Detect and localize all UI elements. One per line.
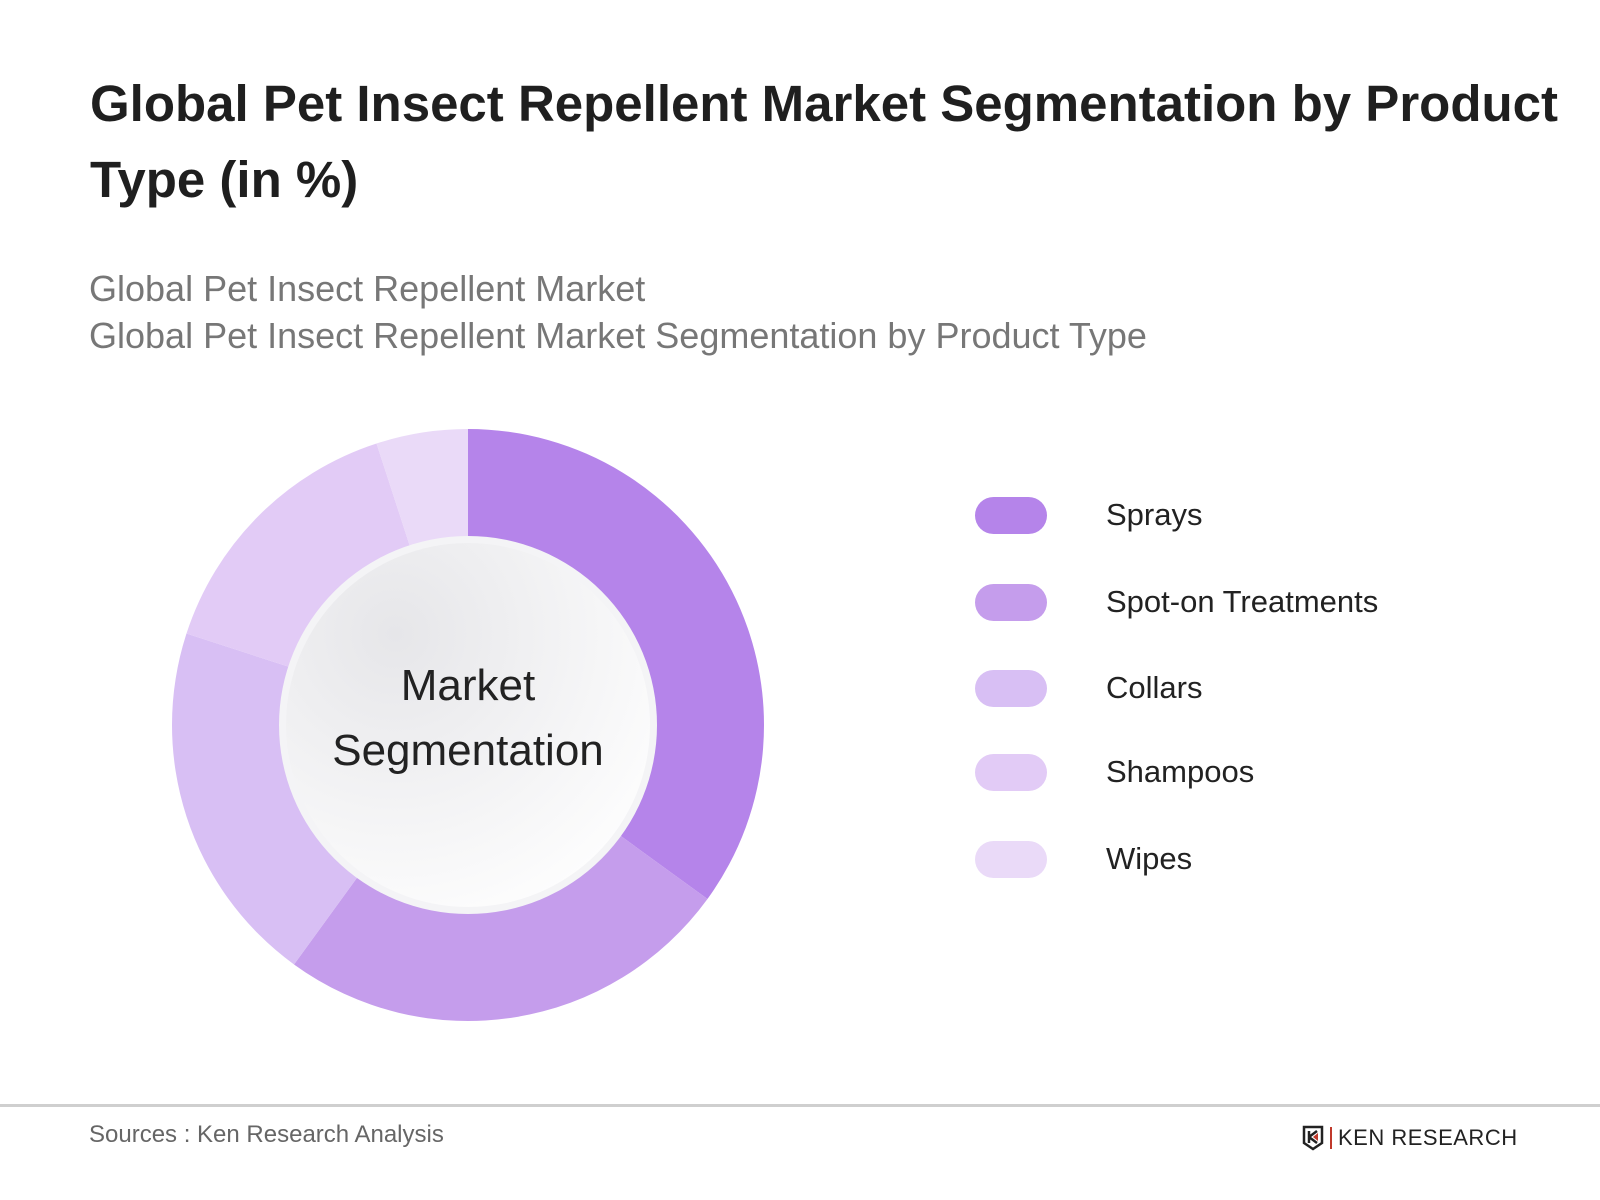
legend-label: Wipes (1106, 841, 1193, 876)
legend-swatch (975, 753, 1047, 791)
legend-item: Sprays (975, 496, 1202, 534)
slice-collars (171, 633, 380, 965)
legend-swatch (975, 496, 1047, 534)
slice-shampoos (186, 443, 422, 679)
center-label-line-1: Market (401, 661, 535, 710)
legend-label: Spot-on Treatments (1106, 584, 1379, 619)
legend-item: Shampoos (975, 753, 1254, 791)
legend-item: Wipes (975, 840, 1192, 878)
logo-text: KEN RESEARCH (1338, 1125, 1518, 1150)
chart-subtitle-2: Global Pet Insect Repellent Market Segme… (89, 315, 1147, 356)
center-disc (286, 543, 650, 907)
ken-logo-icon (1302, 1125, 1324, 1151)
logo-separator (1330, 1127, 1332, 1149)
chart-subtitle-1: Global Pet Insect Repellent Market (89, 268, 646, 309)
legend-item: Collars (975, 669, 1202, 707)
source-note: Sources : Ken Research Analysis (89, 1121, 444, 1148)
legend-swatch (975, 669, 1047, 707)
ken-research-logo: KEN RESEARCH (1302, 1125, 1518, 1151)
legend-swatch (975, 583, 1047, 621)
legend-swatch (975, 840, 1047, 878)
center-label-line-2: Segmentation (332, 726, 604, 775)
legend-item: Spot-on Treatments (975, 583, 1378, 621)
legend-label: Sprays (1106, 497, 1203, 532)
footer-divider (0, 1104, 1600, 1107)
legend-label: Shampoos (1106, 754, 1255, 789)
legend-label: Collars (1106, 670, 1203, 705)
chart-title: Global Pet Insect Repellent Market Segme… (90, 75, 1558, 208)
